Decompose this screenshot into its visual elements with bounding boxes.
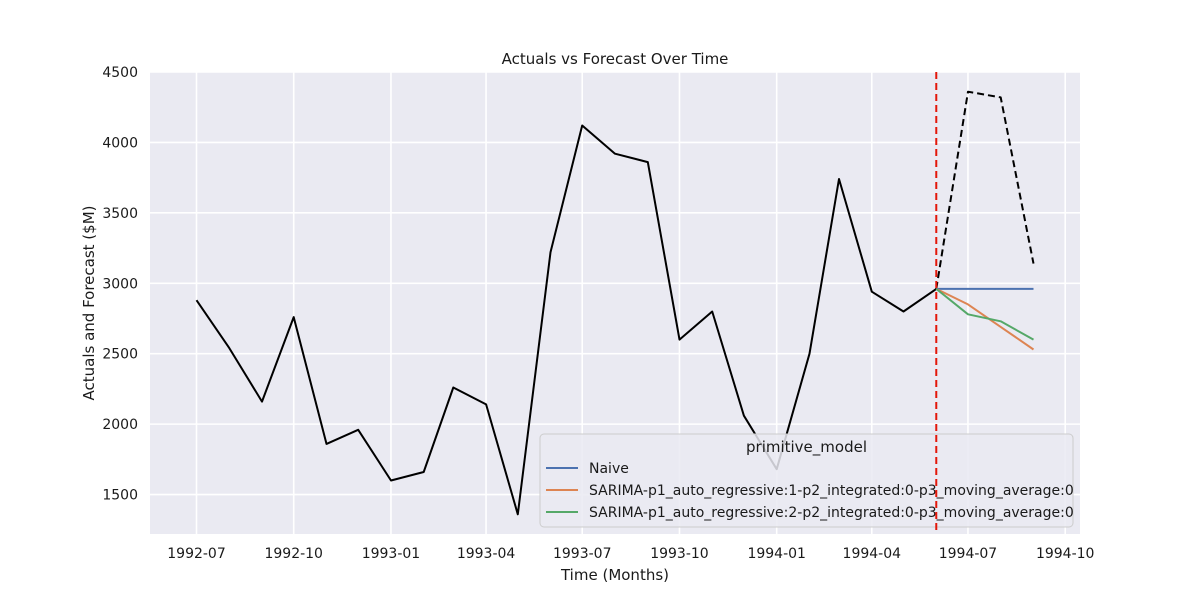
legend-entry-label: SARIMA-p1_auto_regressive:2-p2_integrate… xyxy=(589,505,1074,521)
forecast-line-2 xyxy=(935,288,1035,351)
legend: primitive_model Naive SARIMA-p1_auto_regre… xyxy=(539,433,1074,528)
x-tick-label: 1994-07 xyxy=(939,546,998,562)
y-tick-label: 4500 xyxy=(102,65,138,81)
x-tick-label: 1993-10 xyxy=(650,546,709,562)
x-tick-label: 1994-10 xyxy=(1036,546,1095,562)
y-tick-label: 3500 xyxy=(102,206,138,222)
actuals-holdout-line xyxy=(935,90,1035,290)
actuals-line xyxy=(195,124,937,516)
y-tick-label: 2500 xyxy=(102,347,138,363)
y-axis-label: Actuals and Forecast ($M) xyxy=(80,206,98,401)
x-tick-label: 1993-01 xyxy=(362,546,421,562)
x-tick-label: 1993-04 xyxy=(457,546,516,562)
x-axis-label: Time (Months) xyxy=(560,566,669,584)
chart-title: Actuals vs Forecast Over Time xyxy=(502,50,729,68)
x-tick-label: 1993-07 xyxy=(553,546,612,562)
legend-title: primitive_model xyxy=(746,438,867,457)
x-tick-label: 1992-10 xyxy=(264,546,323,562)
legend-entry-label: SARIMA-p1_auto_regressive:1-p2_integrate… xyxy=(589,483,1074,499)
legend-entry-label: Naive xyxy=(589,461,629,477)
y-tick-label: 1500 xyxy=(102,488,138,504)
y-tick-label: 3000 xyxy=(102,276,138,292)
x-tick-label: 1992-07 xyxy=(167,546,226,562)
x-tick-label: 1994-04 xyxy=(843,546,902,562)
forecast-line-3 xyxy=(935,288,1034,341)
x-tick-label: 1994-01 xyxy=(747,546,806,562)
series-lines xyxy=(195,90,1035,516)
y-axis-ticks: 1500 2000 2500 3000 3500 4000 4500 xyxy=(102,65,138,504)
y-tick-label: 2000 xyxy=(102,417,138,433)
y-tick-label: 4000 xyxy=(102,135,138,151)
legend-box xyxy=(539,433,1074,528)
x-axis-ticks: 1992-07 1992-10 1993-01 1993-04 1993-07 1993-… xyxy=(167,546,1094,562)
grid-lines xyxy=(150,71,1080,534)
